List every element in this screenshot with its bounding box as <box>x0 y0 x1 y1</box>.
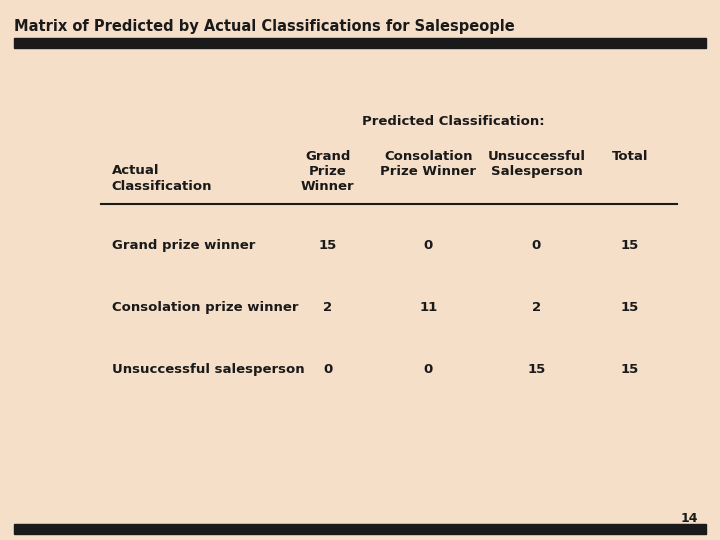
Text: Consolation: Consolation <box>384 150 472 163</box>
Text: 14: 14 <box>681 512 698 525</box>
Text: 15: 15 <box>621 301 639 314</box>
Text: 15: 15 <box>318 239 337 252</box>
Text: Unsuccessful: Unsuccessful <box>487 150 585 163</box>
Text: 2: 2 <box>323 301 332 314</box>
Text: 15: 15 <box>527 363 546 376</box>
Bar <box>14 524 706 534</box>
Text: Prize Winner: Prize Winner <box>380 165 477 178</box>
Text: Total: Total <box>612 150 648 163</box>
Text: Prize: Prize <box>309 165 346 178</box>
Text: Winner: Winner <box>301 180 354 193</box>
Text: Unsuccessful salesperson: Unsuccessful salesperson <box>112 363 305 376</box>
Text: 2: 2 <box>532 301 541 314</box>
Text: Matrix of Predicted by Actual Classifications for Salespeople: Matrix of Predicted by Actual Classifica… <box>14 19 515 34</box>
Text: 0: 0 <box>424 239 433 252</box>
Text: 15: 15 <box>621 239 639 252</box>
Text: Grand: Grand <box>305 150 351 163</box>
Text: 0: 0 <box>424 363 433 376</box>
Text: Predicted Classification:: Predicted Classification: <box>362 115 545 128</box>
Text: 0: 0 <box>323 363 332 376</box>
Text: Classification: Classification <box>112 180 212 193</box>
Text: Consolation prize winner: Consolation prize winner <box>112 301 298 314</box>
Text: 0: 0 <box>532 239 541 252</box>
Text: 11: 11 <box>419 301 438 314</box>
Text: Actual: Actual <box>112 164 159 177</box>
Text: Grand prize winner: Grand prize winner <box>112 239 255 252</box>
Bar <box>14 38 706 48</box>
Text: Salesperson: Salesperson <box>490 165 582 178</box>
Text: 15: 15 <box>621 363 639 376</box>
